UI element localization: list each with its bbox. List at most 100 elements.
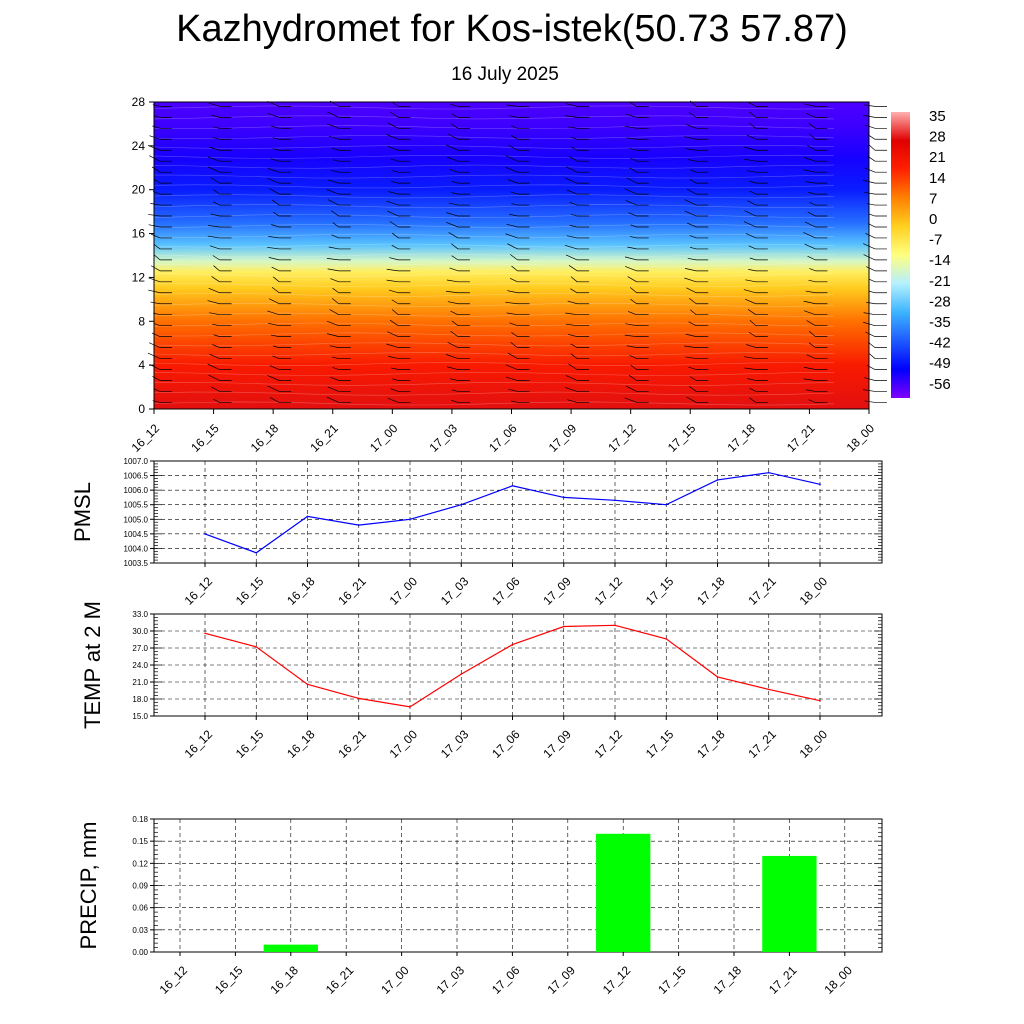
chart-title: Kazhydromet for Kos-istek(50.73 57.87) (176, 8, 848, 50)
wind-barb (450, 103, 470, 107)
wind-barb (507, 179, 530, 184)
wind-barb (806, 113, 828, 118)
wind-barb (804, 221, 828, 228)
wind-barb (803, 169, 828, 173)
wind-barb (209, 312, 232, 316)
wind-barb (387, 122, 411, 129)
wind-barb (627, 276, 649, 283)
wind-barb (271, 224, 292, 228)
wind-barb (570, 353, 590, 359)
wind-barb (625, 200, 649, 206)
wind-barb (749, 387, 768, 392)
wind-barb (511, 332, 530, 337)
wind-barb (447, 301, 470, 305)
wind-barb (151, 233, 172, 239)
isotherm-line (153, 381, 835, 386)
wind-barb (749, 111, 768, 118)
wind-barb (209, 146, 232, 151)
wind-barb (207, 235, 232, 239)
wind-barb (746, 344, 768, 348)
wind-barb (689, 386, 709, 392)
isotherm-line (153, 263, 835, 268)
wind-barb (747, 200, 768, 206)
x-tick-label: 17_00 (387, 727, 421, 761)
wind-barb (745, 233, 768, 239)
wind-barb (505, 167, 530, 173)
temp2m-data-point (614, 624, 616, 627)
wind-barb (388, 289, 411, 294)
wind-barb (332, 367, 351, 370)
wind-barb (804, 243, 828, 250)
wind-barb (207, 300, 232, 305)
wind-barb (150, 265, 172, 272)
wind-barb (688, 111, 709, 118)
y-tick-label: 18.0 (132, 695, 148, 704)
wind-barb (565, 103, 590, 107)
wind-barb (807, 211, 828, 217)
isotherm-line (153, 223, 835, 228)
wind-barb (270, 125, 292, 129)
wind-barb (153, 322, 172, 327)
wind-barb (866, 203, 887, 206)
wind-barb (326, 396, 351, 403)
wind-barb (747, 309, 768, 316)
temp2m-data-point (255, 646, 258, 648)
wind-barb (445, 354, 470, 359)
wind-barb (807, 255, 828, 261)
wind-barb (213, 398, 232, 403)
y-tick-label: 24 (132, 139, 146, 153)
wind-barb (386, 210, 411, 217)
wind-barb (267, 385, 292, 392)
wind-barb (390, 388, 411, 392)
wind-barb (687, 159, 709, 162)
wind-barb (209, 353, 232, 359)
wind-barb (868, 213, 887, 217)
colorbar-label: -14 (929, 252, 951, 269)
colorbar (891, 112, 910, 398)
wind-barb (509, 213, 530, 217)
wind-barb (327, 268, 351, 272)
wind-barb (566, 235, 590, 239)
wind-barb (565, 254, 590, 261)
y-tick-label: 0.18 (132, 815, 148, 824)
wind-barb (505, 233, 530, 239)
x-tick-label: 17_03 (427, 421, 461, 455)
wind-barb (744, 146, 768, 151)
wind-barb (451, 192, 470, 195)
colorbar-label: 28 (929, 129, 946, 146)
wind-barb (387, 146, 411, 151)
wind-barb (210, 213, 232, 217)
colorbar-label: 35 (929, 108, 946, 125)
wind-barb (506, 312, 530, 316)
wind-barb (685, 333, 709, 337)
wind-barb (803, 232, 828, 239)
wind-barb (268, 257, 292, 261)
wind-barb (803, 300, 828, 305)
wind-barb (570, 146, 590, 151)
wind-barb (207, 156, 232, 162)
wind-barb (327, 386, 351, 392)
wind-barb (449, 267, 470, 272)
wind-barb (625, 113, 649, 118)
x-tick-label: 17_03 (434, 963, 468, 997)
wind-barb (570, 136, 590, 140)
wind-barb (510, 342, 530, 348)
pmsl-data-point (255, 552, 258, 554)
wind-barb (391, 181, 411, 184)
x-tick-label: 17_15 (643, 574, 677, 608)
y-tick-label: 0 (138, 402, 145, 416)
wind-barb (624, 188, 649, 195)
wind-barb (744, 298, 768, 305)
x-tick-label: 16_18 (248, 421, 282, 455)
y-axis-title: PRECIP, mm (76, 822, 101, 950)
wind-barb (327, 320, 351, 327)
wind-barb (508, 144, 530, 151)
wind-barb (446, 156, 470, 162)
wind-barb (690, 309, 709, 316)
wind-barb (328, 135, 351, 140)
wind-barb (568, 265, 590, 272)
wind-barb (808, 399, 828, 403)
wind-barb (268, 236, 292, 239)
wind-barb (445, 144, 470, 151)
